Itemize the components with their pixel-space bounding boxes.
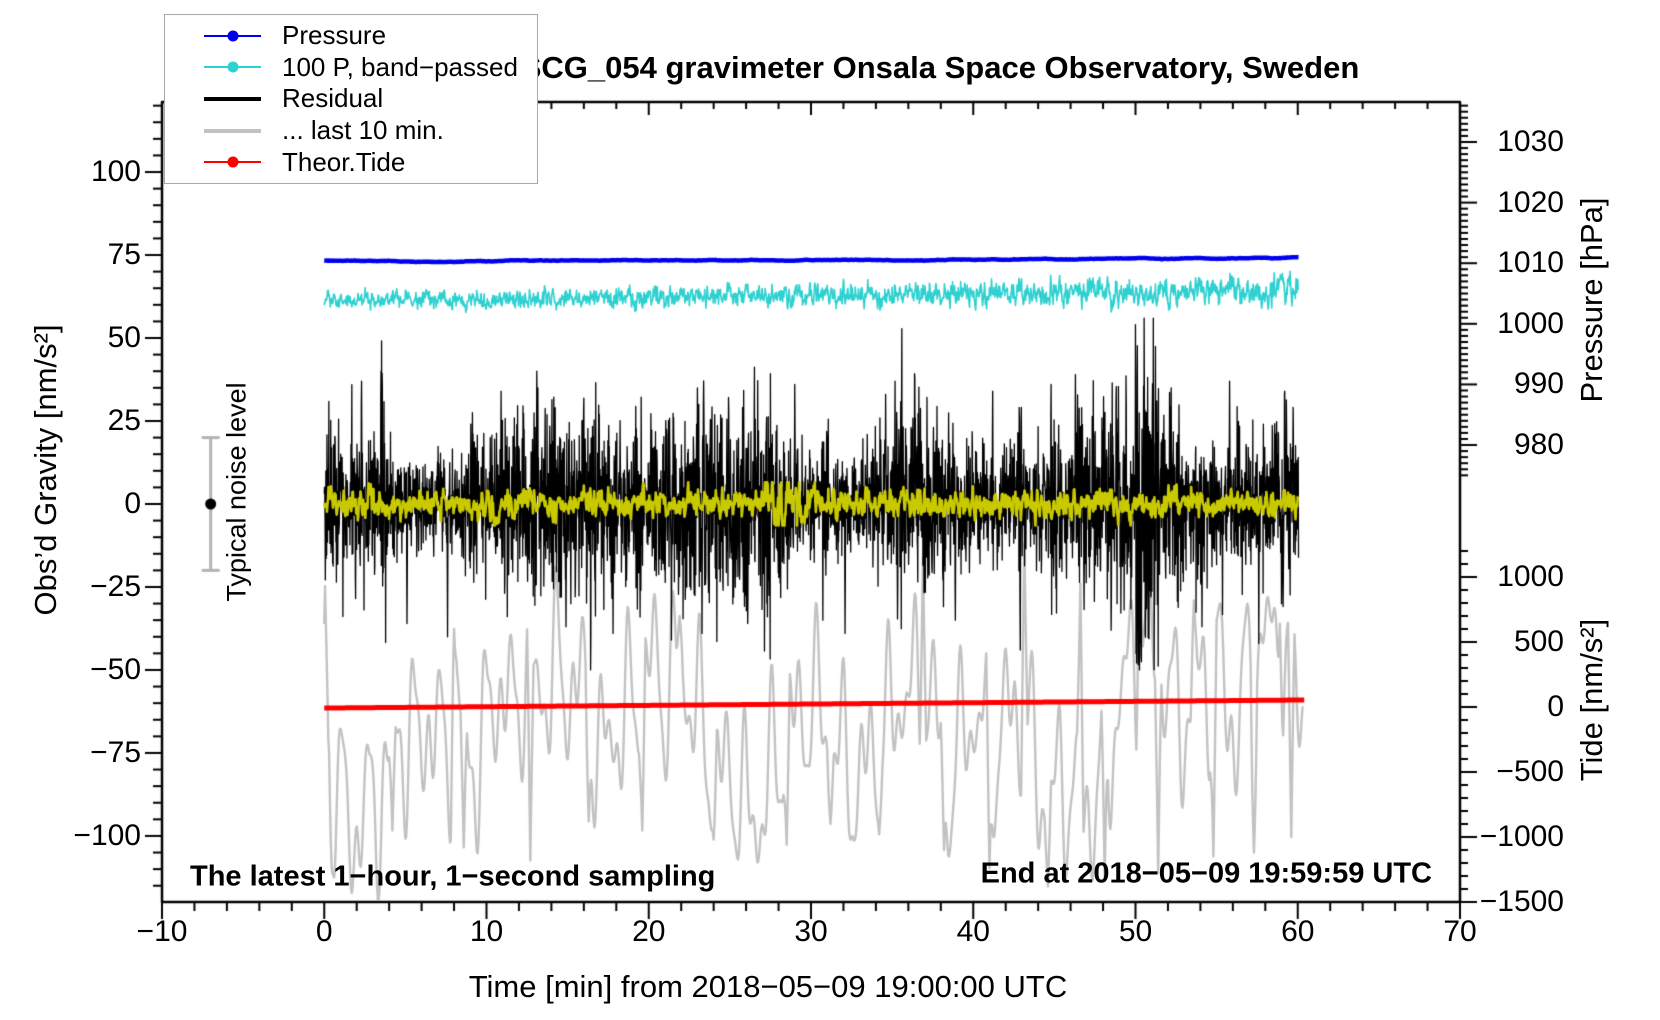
gravity-tick-label: −25: [90, 569, 141, 603]
residual-line-sample: [204, 92, 261, 106]
legend-label: 100 P, band−passed: [282, 51, 518, 82]
x-tick-label: 70: [1443, 915, 1477, 948]
tide-tick-label: −1500: [1479, 885, 1564, 918]
x-tick-label: 10: [469, 915, 504, 948]
x-tick-label: 30: [794, 915, 828, 948]
gravity-tick-label: −100: [73, 818, 141, 852]
sampling-annotation: The latest 1−hour, 1−second sampling: [190, 860, 716, 893]
pressure-axis-title: Pressure [hPa]: [1574, 197, 1609, 403]
x-tick-label: 20: [632, 915, 666, 948]
tide-tick-label: 500: [1513, 625, 1564, 658]
x-tick-label: −10: [136, 915, 188, 948]
legend-item-pressure: Pressure: [165, 20, 537, 51]
legend-item-theortide: Theor.Tide: [165, 146, 537, 177]
end-time-annotation: End at 2018−05−09 19:59:59 UTC: [980, 857, 1432, 890]
x-tick-label: 40: [956, 915, 990, 948]
legend-item-bandpassed: 100 P, band−passed: [165, 51, 537, 82]
tide-tick-label: −500: [1496, 755, 1564, 788]
tide-axis-title: Tide [nm/s²]: [1574, 618, 1609, 782]
legend-label: Residual: [282, 83, 384, 114]
pressure-tick-label: 1000: [1497, 306, 1564, 340]
gravity-tick-label: −50: [90, 652, 141, 686]
pressure-tick-label: 980: [1513, 428, 1564, 462]
x-tick-label: 50: [1118, 915, 1153, 948]
gravity-tick-label: 0: [124, 486, 141, 520]
tide-tick-label: 1000: [1497, 560, 1564, 593]
legend: Pressure 100 P, band−passed Residual ...…: [164, 14, 538, 184]
legend-label: Pressure: [282, 20, 387, 51]
legend-label: ... last 10 min.: [282, 115, 444, 146]
gravity-tick-label: 100: [90, 155, 141, 189]
bandpassed-line-sample: [204, 60, 261, 74]
gravity-tick-label: 50: [107, 321, 141, 355]
gravity-tick-label: 25: [107, 404, 141, 437]
gravity-tick-label: −75: [90, 735, 141, 769]
last10min-line-sample: [204, 124, 261, 138]
theortide-line-sample: [204, 155, 261, 169]
pressure-tick-label: 1010: [1497, 246, 1564, 280]
legend-label: Theor.Tide: [282, 146, 406, 177]
pressure-tick-label: 990: [1513, 367, 1564, 401]
pressure-line-sample: [204, 29, 261, 43]
legend-item-last10min: ... last 10 min.: [165, 115, 537, 146]
tide-tick-label: −1000: [1479, 820, 1564, 853]
x-axis-title: Time [min] from 2018−05−09 19:00:00 UTC: [468, 969, 1068, 1004]
x-tick-label: 60: [1281, 915, 1315, 948]
legend-item-residual: Residual: [165, 83, 537, 114]
chart-title: SCG_054 gravimeter Onsala Space Observat…: [520, 50, 1360, 85]
noise-level-label: Typical noise level: [221, 382, 252, 602]
pressure-tick-label: 1030: [1497, 125, 1564, 158]
tide-tick-label: 0: [1547, 690, 1564, 723]
gravity-tick-label: 75: [107, 238, 141, 272]
pressure-tick-label: 1020: [1497, 185, 1564, 219]
x-tick-label: 0: [315, 915, 333, 948]
left-axis-title: Obs’d Gravity [nm/s²]: [28, 324, 63, 616]
